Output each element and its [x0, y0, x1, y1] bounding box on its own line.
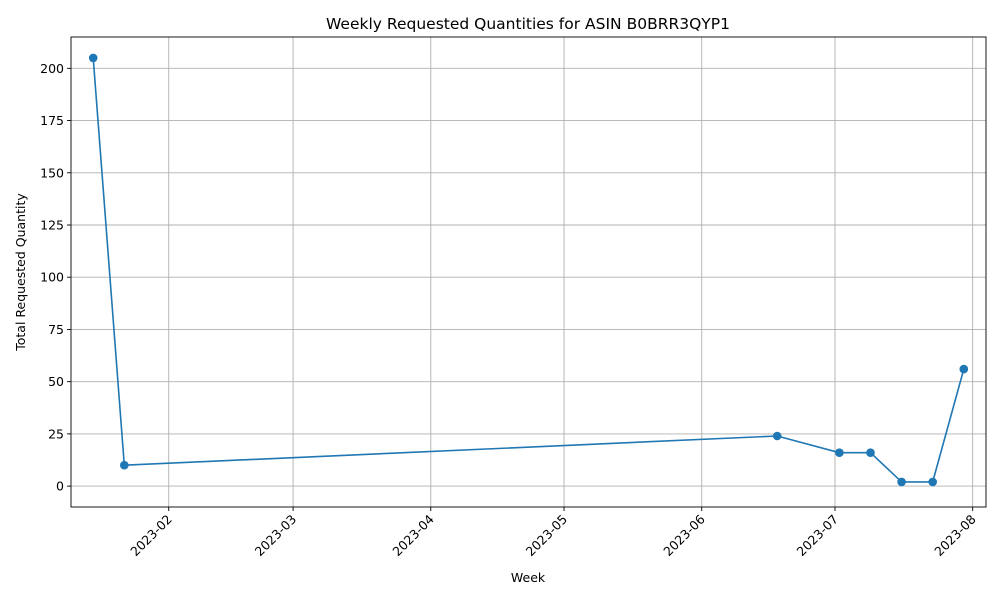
- y-tick-label: 100: [40, 270, 64, 285]
- y-tick-label: 75: [48, 322, 64, 337]
- y-tick-label: 200: [40, 61, 64, 76]
- y-tick-label: 25: [48, 426, 64, 441]
- chart-title: Weekly Requested Quantities for ASIN B0B…: [326, 15, 730, 33]
- y-tick-label: 125: [40, 218, 64, 233]
- y-tick-label: 150: [40, 165, 64, 180]
- data-point: [928, 477, 937, 487]
- plot-area-frame: [70, 36, 987, 508]
- y-axis-label: Total Requested Quantity: [13, 193, 28, 352]
- x-axis-label: Week: [511, 570, 546, 585]
- data-point: [120, 460, 129, 470]
- data-point: [897, 477, 906, 487]
- y-tick-label: 0: [56, 479, 64, 494]
- data-point: [959, 364, 969, 374]
- y-tick-label: 50: [48, 374, 64, 389]
- data-point: [835, 448, 844, 458]
- grid: [71, 37, 986, 507]
- series-layer: [88, 53, 969, 487]
- data-point: [772, 431, 782, 441]
- data-point: [88, 53, 98, 63]
- series-line: [92, 57, 965, 483]
- y-tick-label: 175: [40, 113, 64, 128]
- data-point: [866, 448, 875, 458]
